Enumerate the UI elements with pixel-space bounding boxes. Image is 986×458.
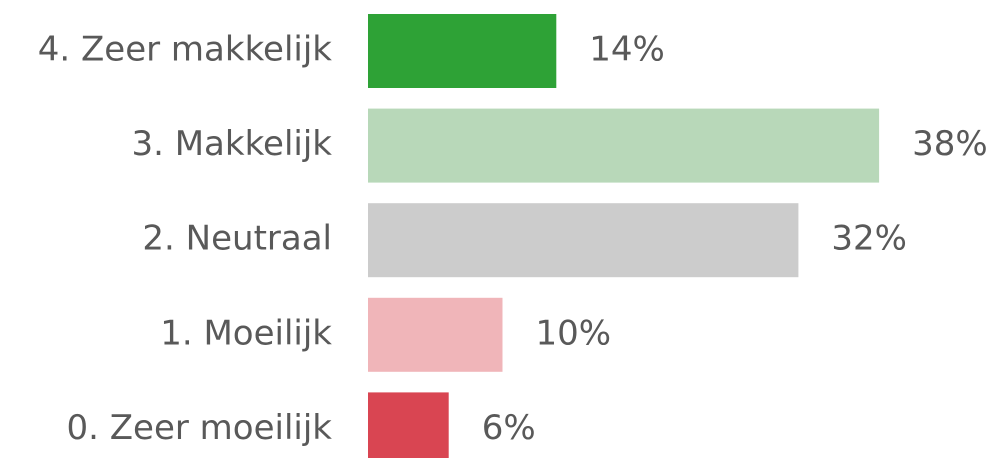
- bar: [368, 392, 449, 458]
- bar: [368, 297, 503, 372]
- bar: [368, 203, 799, 278]
- bar: [368, 14, 557, 88]
- category-label: 3. Makkelijk: [131, 124, 332, 164]
- bar: [368, 108, 880, 183]
- value-label: 38%: [912, 124, 986, 164]
- category-label: 0. Zeer moeilijk: [67, 408, 333, 448]
- value-label: 6%: [482, 408, 536, 448]
- value-label: 14%: [589, 30, 665, 70]
- category-label: 4. Zeer makkelijk: [38, 30, 333, 70]
- category-label: 1. Moeilijk: [160, 313, 332, 353]
- value-label: 32%: [831, 219, 907, 259]
- category-label: 2. Neutraal: [142, 219, 332, 259]
- value-label: 10%: [536, 313, 612, 353]
